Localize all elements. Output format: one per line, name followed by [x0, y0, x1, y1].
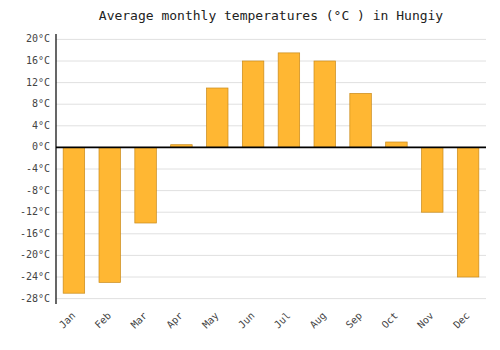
y-axis-line [55, 34, 56, 304]
x-tick-label: Jun [236, 310, 257, 331]
grid-line [56, 61, 486, 62]
x-tick-label: Oct [379, 310, 400, 331]
grid-line [56, 298, 486, 299]
bar [99, 147, 121, 282]
y-tick-label: -20°C [20, 249, 50, 260]
x-tick-label: May [200, 310, 221, 331]
x-tick-label: Feb [93, 310, 114, 331]
bar [457, 147, 479, 277]
grid-line [56, 39, 486, 40]
y-tick-label: -24°C [20, 271, 50, 282]
y-tick-label: -4°C [26, 163, 50, 174]
y-tick-label: -16°C [20, 228, 50, 239]
bar [135, 147, 157, 223]
x-tick-label: Jul [272, 310, 293, 331]
y-tick-label: 20°C [26, 33, 50, 44]
bar [242, 61, 263, 147]
y-tick-label: 4°C [32, 120, 50, 131]
title: Average monthly temperatures (°C ) in Hu… [99, 8, 444, 23]
chart: Average monthly temperatures (°C ) in Hu… [0, 0, 500, 350]
x-tick-label: Dec [451, 310, 472, 331]
x-tick-label: Apr [164, 310, 185, 331]
grid [56, 39, 486, 298]
bar [350, 93, 372, 147]
y-tick-label: 12°C [26, 77, 50, 88]
bar [314, 61, 336, 147]
bars [63, 53, 479, 293]
x-tick-label: Jan [57, 310, 78, 331]
grid-line [56, 104, 486, 105]
y-tick-label: -28°C [20, 293, 50, 304]
bar [422, 147, 444, 212]
bar [63, 147, 85, 293]
y-tick-label: -12°C [20, 206, 50, 217]
x-tick-label: Mar [129, 310, 150, 331]
x-tick-label: Nov [415, 310, 436, 331]
y-tick-label: -8°C [26, 185, 50, 196]
zero-line [56, 146, 486, 148]
y-tick-label: 16°C [26, 55, 50, 66]
grid-line [56, 125, 486, 126]
bar [278, 53, 300, 147]
x-tick-label: Sep [344, 310, 365, 331]
x-tick-label: Aug [308, 310, 329, 331]
bar [207, 88, 229, 147]
y-tick-label: 0°C [32, 141, 50, 152]
grid-line [56, 82, 486, 83]
y-tick-label: 8°C [32, 98, 50, 109]
grid-line [56, 147, 486, 148]
